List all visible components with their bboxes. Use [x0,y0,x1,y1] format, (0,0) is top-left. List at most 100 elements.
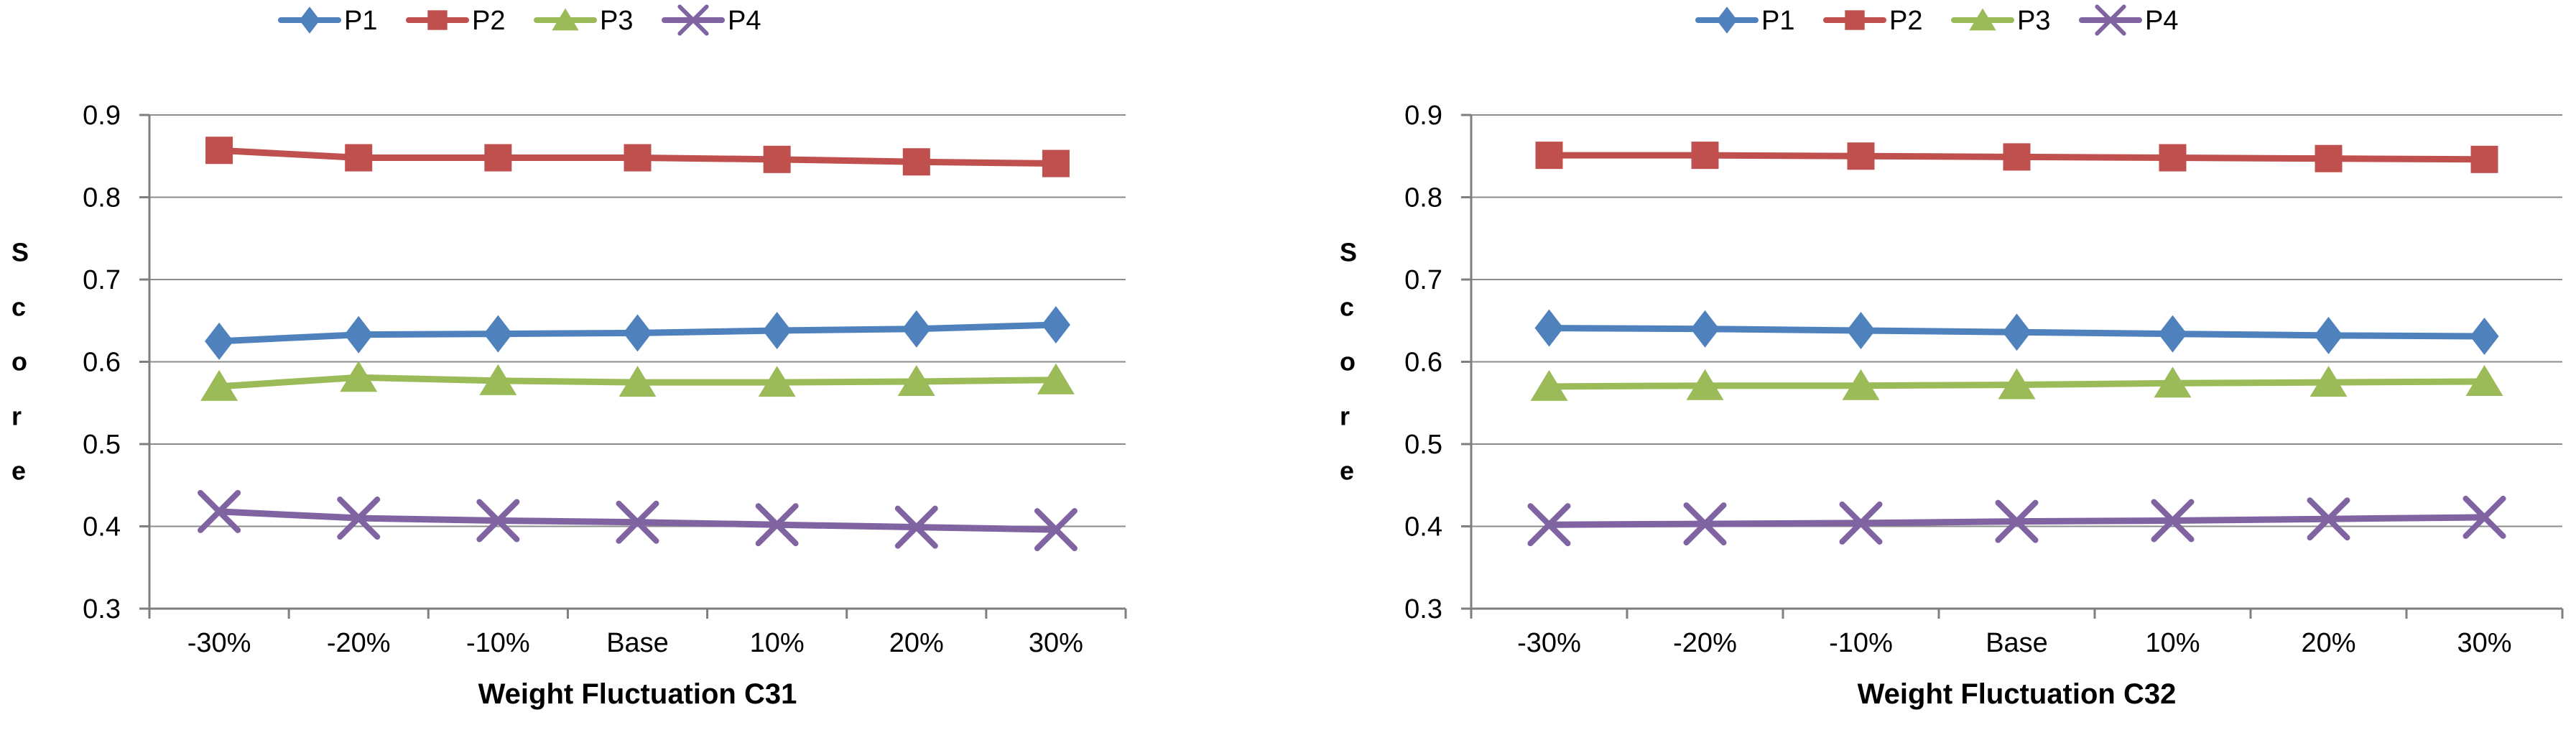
marker-P3-3 [618,366,657,397]
marker-P4-0 [1527,503,1571,547]
legend-label-P1: P1 [1761,6,1794,36]
marker-P4-4 [2151,499,2195,543]
marker-P3-4 [758,366,796,397]
marker-P4-2 [1839,501,1883,545]
legend: P1 P2 P3 P4 [278,4,761,36]
y-axis-title-letter-o: o [1340,347,1356,377]
legend-item-P4: P4 [2079,4,2178,36]
y-tick-label-0.6: 0.6 [1404,348,1442,378]
marker-P3-6 [2465,364,2503,396]
marker-P2-3 [2003,143,2031,171]
legend-marker-P1 [1716,6,1738,34]
y-axis-title-letter-c: c [11,292,26,322]
marker-P4-6 [1034,508,1078,552]
marker-P1-2 [483,315,513,353]
legend-marker-P4 [677,4,709,36]
x-tick-label-30%: 30% [2457,628,2511,658]
x-tick-label--10%: -10% [466,628,530,658]
x-tick-label--20%: -20% [1673,628,1737,658]
marker-P3-4 [2154,366,2192,398]
x-tick-label--10%: -10% [1829,628,1893,658]
marker-P4-2 [476,499,520,543]
legend-label-P3: P3 [600,6,633,36]
legend-label-P1: P1 [344,6,377,36]
y-tick-label-0.5: 0.5 [1404,430,1442,460]
marker-P3-1 [1686,369,1724,400]
y-axis-title-letter-o: o [11,347,27,377]
y-tick-label-0.9: 0.9 [1404,101,1442,131]
y-tick-label-0.6: 0.6 [83,348,121,378]
y-axis-title-letter-e: e [11,456,26,486]
y-axis-title-letter-e: e [1340,456,1354,486]
marker-P2-6 [2470,145,2498,173]
y-tick-label-0.4: 0.4 [1404,512,1442,543]
legend-marker-P4 [2095,4,2126,36]
legend-marker-P3 [552,8,579,31]
marker-P3-5 [2309,366,2348,397]
x-axis-title: Weight Fluctuation C31 [478,678,797,710]
marker-P2-2 [484,144,512,172]
y-axis-title-letter-r: r [1340,402,1350,431]
x-tick-label-Base: Base [1986,628,2048,658]
marker-P1-1 [1690,310,1720,348]
legend-item-P3: P3 [534,6,633,36]
x-tick-label--30%: -30% [187,628,251,658]
marker-P3-1 [340,361,378,392]
marker-P4-5 [894,505,938,549]
marker-P2-4 [763,145,791,173]
y-tick-label-0.4: 0.4 [83,512,121,543]
y-axis-title-letter-S: S [11,238,29,267]
x-axis-title: Weight Fluctuation C32 [1858,678,2177,710]
y-axis-title-letter-S: S [1340,238,1357,267]
weight-fluctuation-c31-svg: 0.9 0.8 0.7 0.6 0.5 0.4 0.3 -30% -20% -10% Base 10%… [11,4,1127,710]
marker-P2-0 [205,137,233,165]
marker-P4-4 [755,503,799,547]
marker-P1-3 [623,314,652,352]
legend-item-P1: P1 [1695,6,1794,36]
legend-item-P2: P2 [406,6,505,36]
marker-P3-2 [1842,369,1880,400]
marker-P2-1 [345,144,373,172]
marker-P1-1 [344,315,374,354]
legend-marker-P2 [1845,10,1865,30]
marker-P2-5 [2315,144,2343,172]
x-tick-label-Base: Base [606,628,669,658]
marker-P3-2 [479,364,517,395]
marker-P4-6 [2463,495,2506,539]
marker-P4-0 [198,489,241,533]
chart-weight-fluctuation-c31: 0.9 0.8 0.7 0.6 0.5 0.4 0.3 -30% -20% -10% Base 10%… [11,4,1127,710]
legend: P1 P2 P3 P4 [1695,4,2178,36]
marker-P4-5 [2307,497,2350,541]
marker-P4-1 [337,497,381,540]
marker-P3-5 [897,364,935,396]
y-tick-label-0.8: 0.8 [1404,183,1442,213]
x-tick-label-20%: 20% [889,628,944,658]
marker-P1-4 [2158,315,2187,353]
marker-P2-6 [1042,149,1070,177]
y-axis-title-letter-r: r [11,402,22,431]
marker-P3-3 [1998,368,2036,400]
marker-P2-1 [1691,142,1719,170]
legend-marker-P1 [299,6,320,34]
legend-item-P2: P2 [1823,6,1922,36]
legend-item-P4: P4 [662,4,761,36]
marker-P1-5 [902,310,931,348]
marker-P1-3 [2002,313,2031,351]
marker-P1-0 [205,322,234,360]
legend-label-P3: P3 [2017,6,2050,36]
y-tick-label-0.9: 0.9 [83,101,121,131]
marker-P1-4 [762,311,792,349]
legend-label-P4: P4 [728,6,761,36]
legend-label-P2: P2 [1889,6,1922,36]
legend-marker-P3 [1969,8,1996,31]
marker-P2-2 [1847,142,1875,170]
marker-P2-4 [2159,144,2187,172]
marker-P4-3 [1995,499,2039,543]
marker-P1-2 [1846,311,1876,349]
marker-P3-6 [1037,363,1075,394]
y-tick-label-0.8: 0.8 [83,183,121,213]
x-tick-label--20%: -20% [327,628,391,658]
marker-P4-1 [1683,502,1727,546]
marker-P4-3 [616,500,659,544]
